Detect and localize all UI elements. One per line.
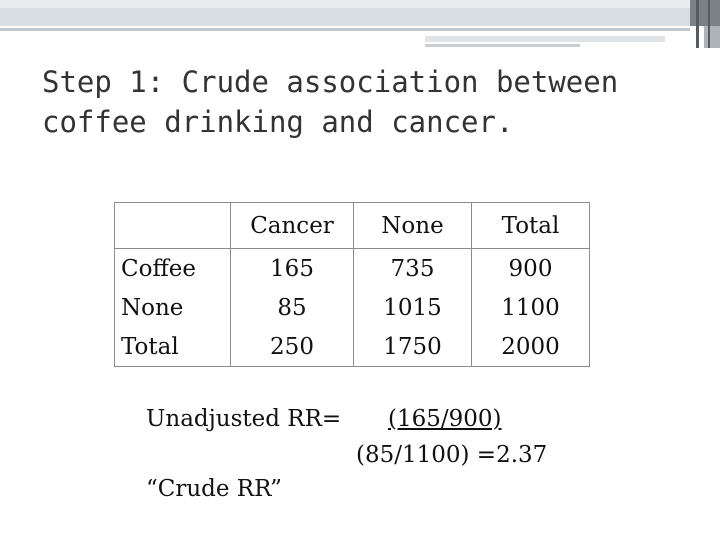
top-decor-short-line	[425, 44, 580, 47]
table-cell: 85	[230, 288, 354, 327]
table-cell: 1750	[353, 327, 472, 367]
table-header-cell: Total	[471, 202, 590, 249]
corner-decor-stripe	[696, 0, 699, 48]
table-cell: 2000	[471, 327, 590, 367]
rr-denominator: (85/1100) =2.37	[356, 442, 548, 468]
slide-title-line-2: coffee drinking and cancer.	[42, 105, 514, 139]
top-decor-bar-light	[0, 0, 720, 8]
table-cell: 1100	[471, 288, 590, 327]
table-cell: 900	[471, 248, 590, 288]
slide-title-line-1: Step 1: Crude association between	[42, 65, 619, 99]
corner-decor-stripe	[708, 0, 710, 48]
crude-rr-note: “Crude RR”	[146, 476, 282, 502]
row-label: Coffee	[114, 248, 231, 288]
contingency-table: Cancer None Total Coffee 165 735 900 Non…	[114, 202, 590, 367]
table-header-cell: Cancer	[230, 202, 354, 249]
table-cell: 1015	[353, 288, 472, 327]
slide-title: Step 1: Crude association between coffee…	[42, 62, 662, 142]
top-decor-line	[0, 28, 690, 31]
table-cell: 165	[230, 248, 354, 288]
corner-decor-block-small	[704, 26, 720, 48]
row-label: Total	[114, 327, 231, 367]
table-header-cell	[114, 202, 231, 249]
table-header-cell: None	[353, 202, 472, 249]
row-label: None	[114, 288, 231, 327]
table-cell: 735	[353, 248, 472, 288]
table-row: Total 250 1750 2000	[114, 327, 590, 367]
top-decor-bar	[0, 8, 690, 26]
table-cell: 250	[230, 327, 354, 367]
rr-label: Unadjusted RR=	[146, 406, 342, 432]
corner-decor-block	[690, 0, 720, 26]
rr-numerator: (165/900)	[388, 406, 502, 432]
table-row: Coffee 165 735 900	[114, 248, 590, 288]
top-decor-short-bar	[425, 36, 665, 42]
table-row: None 85 1015 1100	[114, 288, 590, 327]
table-header-row: Cancer None Total	[114, 202, 590, 249]
